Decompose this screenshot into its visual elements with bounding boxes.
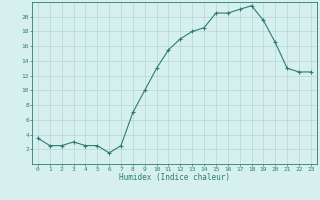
- X-axis label: Humidex (Indice chaleur): Humidex (Indice chaleur): [119, 173, 230, 182]
